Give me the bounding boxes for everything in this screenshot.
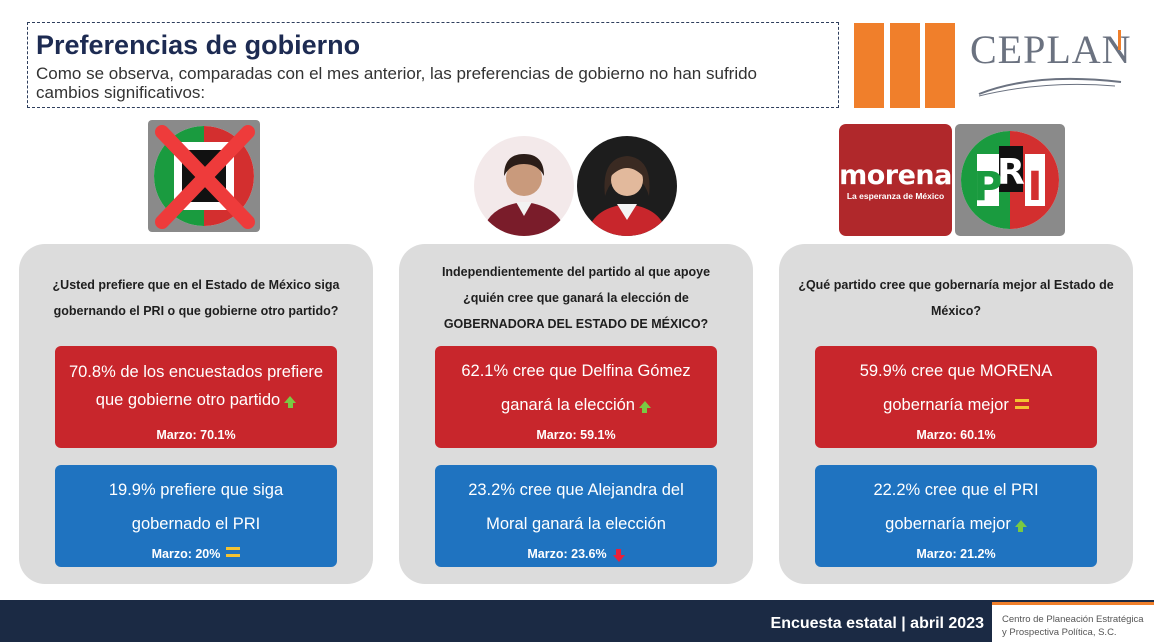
- trend-down-icon: [612, 549, 625, 562]
- header-box: Preferencias de gobierno Como se observa…: [27, 22, 839, 108]
- pri-crossed-logo-icon: [148, 120, 260, 232]
- brand-bar-2: [890, 23, 920, 108]
- panel-election-winner: Independientemente del partido al que ap…: [399, 244, 753, 584]
- result-card-morena: 59.9% cree que MORENA gobernaría mejor M…: [815, 346, 1097, 448]
- march-value: Marzo: 70.1%: [156, 428, 236, 442]
- result-card-delfina: 62.1% cree que Delfina Gómez ganará la e…: [435, 346, 717, 448]
- card-line: ganará la elección: [445, 388, 707, 422]
- card-line: gobernaría mejor: [825, 507, 1087, 541]
- card-line: 23.2% cree que Alejandra del: [468, 481, 684, 499]
- morena-logo-word: morena: [839, 160, 952, 191]
- question-line: ¿quién cree que ganará la elección de: [463, 291, 689, 305]
- card-line: 70.8% de los encuestados prefiere: [68, 363, 324, 381]
- brand-bar-1: [854, 23, 884, 108]
- panel-question: ¿Usted prefiere que en el Estado de Méxi…: [19, 272, 373, 324]
- result-card-other-party: 70.8% de los encuestados prefiere que go…: [55, 346, 337, 448]
- question-line: México?: [930, 304, 981, 318]
- panel-question: ¿Qué partido cree que gobernaría mejor a…: [779, 272, 1133, 324]
- card-line: 22.2% cree que el PRI: [873, 481, 1039, 499]
- card-text: 22.2% cree que el PRI gobernaría mejor: [825, 473, 1087, 541]
- org-line: y Prospectiva Política, S.C.: [1002, 627, 1117, 638]
- brand-bar-3: [925, 23, 955, 108]
- pri-letter-i: I: [1028, 164, 1043, 210]
- march-text: Marzo: 20%: [151, 547, 221, 561]
- ceplan-swoosh-icon: [978, 77, 1122, 97]
- footer-org-name: Centro de Planeación Estratégica y Prosp…: [992, 602, 1154, 642]
- card-line-text: ganará la elección: [501, 396, 635, 414]
- question-line: GOBERNADORA DEL ESTADO DE MÉXICO?: [443, 317, 709, 331]
- trend-up-icon: [638, 401, 651, 413]
- result-card-pri-best: 22.2% cree que el PRI gobernaría mejor M…: [815, 465, 1097, 567]
- page-title: Preferencias de gobierno: [36, 30, 361, 60]
- trend-equal-icon: [226, 547, 241, 557]
- card-line-text: gobernaría mejor: [885, 515, 1011, 533]
- footer-bar: Encuesta estatal | abril 2023: [0, 600, 1154, 642]
- candidate-photo-alejandra: [577, 136, 677, 236]
- org-line: Centro de Planeación Estratégica: [1002, 614, 1144, 625]
- ceplan-logo-accent: [1118, 30, 1121, 50]
- card-line: 59.9% cree que MORENA: [859, 362, 1053, 380]
- question-line: ¿Qué partido cree que gobernaría mejor a…: [798, 278, 1114, 292]
- page-subtitle: Como se observa, comparadas con el mes a…: [36, 64, 758, 102]
- result-card-pri: 19.9% prefiere que siga gobernado el PRI…: [55, 465, 337, 567]
- march-text: Marzo: 23.6%: [527, 547, 607, 561]
- card-text: 70.8% de los encuestados prefiere que go…: [65, 358, 327, 414]
- card-text: 62.1% cree que Delfina Gómez ganará la e…: [445, 354, 707, 422]
- ceplan-logo-text: CEPLAN: [970, 27, 1132, 72]
- result-card-alejandra: 23.2% cree que Alejandra del Moral ganar…: [435, 465, 717, 567]
- march-value: Marzo: 60.1%: [916, 428, 996, 442]
- question-line: ¿Usted prefiere que en el Estado de Méxi…: [52, 278, 340, 292]
- card-line-text: que gobierne otro partido: [95, 391, 281, 409]
- panel-question: Independientemente del partido al que ap…: [399, 259, 753, 337]
- card-line: 19.9% prefiere que siga: [108, 481, 284, 499]
- pri-logo-icon: P R I: [955, 124, 1065, 236]
- card-line-text: gobernaría mejor: [883, 396, 1009, 414]
- question-line: Independientemente del partido al que ap…: [441, 265, 711, 279]
- card-line: que gobierne otro partido: [65, 386, 327, 414]
- pri-letter-p: P: [973, 164, 1002, 210]
- card-line: gobernaría mejor: [825, 388, 1087, 422]
- candidate-photo-delfina: [474, 136, 574, 236]
- march-value: Marzo: 23.6%: [435, 547, 717, 562]
- card-line: gobernado el PRI: [131, 515, 261, 533]
- march-value: Marzo: 20%: [55, 547, 337, 561]
- panel-pri-preference: ¿Usted prefiere que en el Estado de Méxi…: [19, 244, 373, 584]
- question-line: gobernando el PRI o que gobierne otro pa…: [53, 304, 339, 318]
- trend-equal-icon: [1014, 399, 1029, 409]
- trend-up-icon: [284, 396, 297, 408]
- march-value: Marzo: 21.2%: [916, 547, 996, 561]
- panel-best-party: ¿Qué partido cree que gobernaría mejor a…: [779, 244, 1133, 584]
- card-line: 62.1% cree que Delfina Gómez: [461, 362, 691, 380]
- trend-up-icon: [1014, 520, 1027, 532]
- footer-survey-label: Encuesta estatal | abril 2023: [770, 615, 984, 632]
- card-line: Moral ganará la elección: [486, 515, 666, 533]
- morena-logo-tagline: La esperanza de México: [846, 191, 945, 201]
- morena-logo: morena La esperanza de México: [839, 124, 952, 236]
- card-text: 19.9% prefiere que siga gobernado el PRI: [65, 473, 327, 541]
- march-value: Marzo: 59.1%: [536, 428, 616, 442]
- card-text: 23.2% cree que Alejandra del Moral ganar…: [445, 473, 707, 541]
- pri-letter-r: R: [997, 152, 1025, 193]
- card-text: 59.9% cree que MORENA gobernaría mejor: [825, 354, 1087, 422]
